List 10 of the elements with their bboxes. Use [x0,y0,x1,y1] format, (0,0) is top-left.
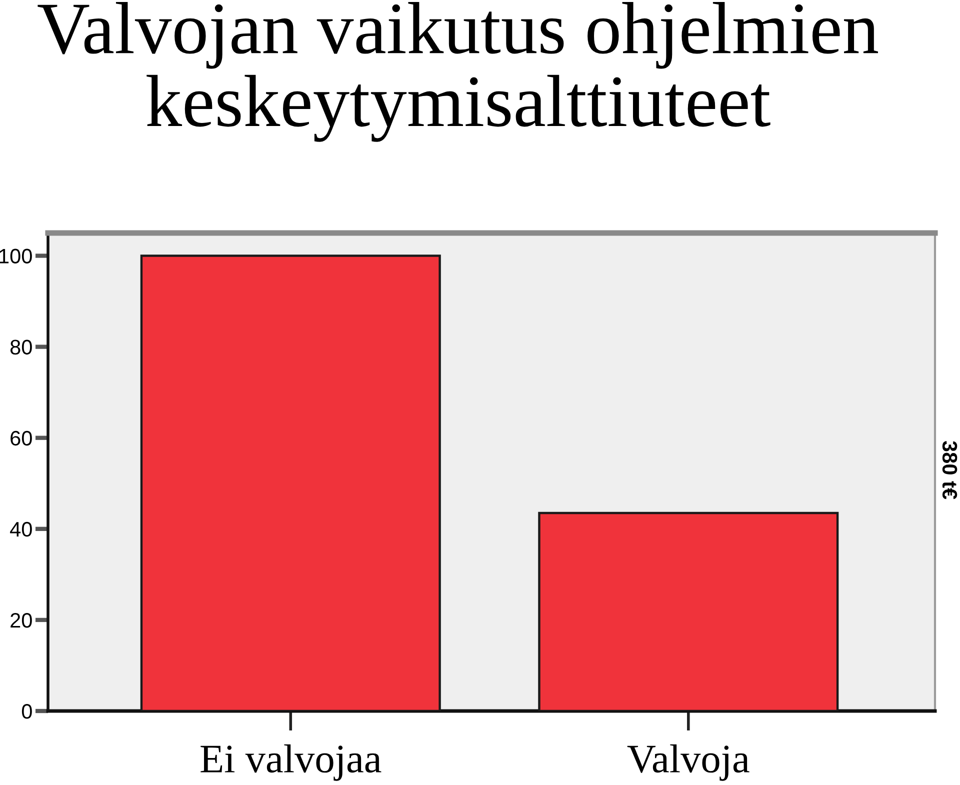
y-tick-label: 0 [22,704,32,719]
y-tick-label: 100 [0,248,32,264]
y-tick-label: 60 [10,430,32,446]
x-tick-label: Valvoja [627,744,750,781]
y-tick-label: 20 [10,612,32,628]
text: 380 t€ [942,440,958,500]
x-tick-label: Ei valvojaa [200,744,382,781]
chart-title: Valvojan vaikutus ohjelmien keskeytymisalttiuteet [38,2,878,142]
y-tick-label: 40 [10,522,32,537]
y-tick-label: 80 [10,340,32,355]
